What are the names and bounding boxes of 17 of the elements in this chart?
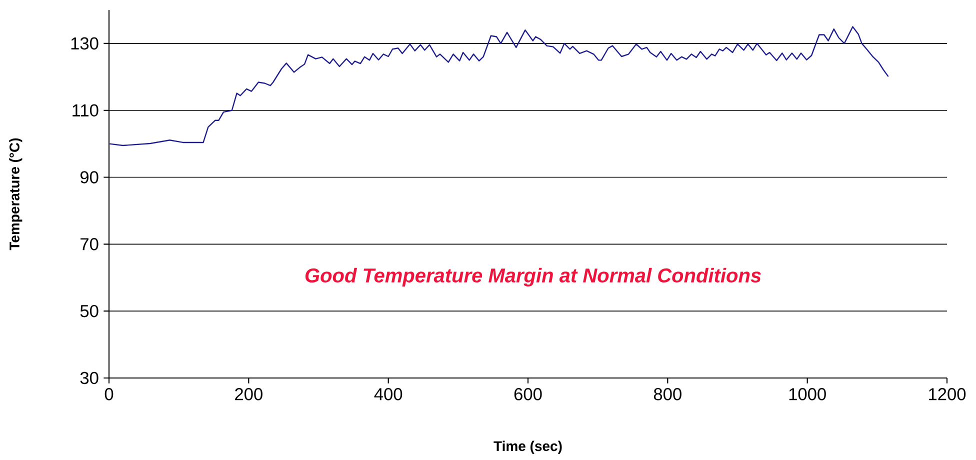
x-tick-label: 400 <box>374 388 402 400</box>
y-axis-title: Temperature (°C) <box>9 138 22 250</box>
x-tick-label: 1200 <box>929 388 966 400</box>
y-tick-label: 110 <box>72 104 98 116</box>
x-tick-label: 0 <box>104 388 114 400</box>
x-tick-label: 200 <box>235 388 262 400</box>
x-tick-label: 1000 <box>789 388 826 400</box>
y-tick-label: 90 <box>80 171 98 184</box>
y-tick-label: 50 <box>80 304 98 318</box>
x-tick-label: 600 <box>514 388 542 400</box>
y-tick-label: 30 <box>80 372 98 384</box>
x-axis-title: Time (sec) <box>494 440 562 454</box>
annotation: Good Temperature Margin at Normal Conditions <box>305 268 761 286</box>
line-series <box>109 26 889 146</box>
y-tick-label: 70 <box>80 238 98 250</box>
x-tick-label: 800 <box>654 388 682 400</box>
y-tick-label: 130 <box>71 37 98 50</box>
